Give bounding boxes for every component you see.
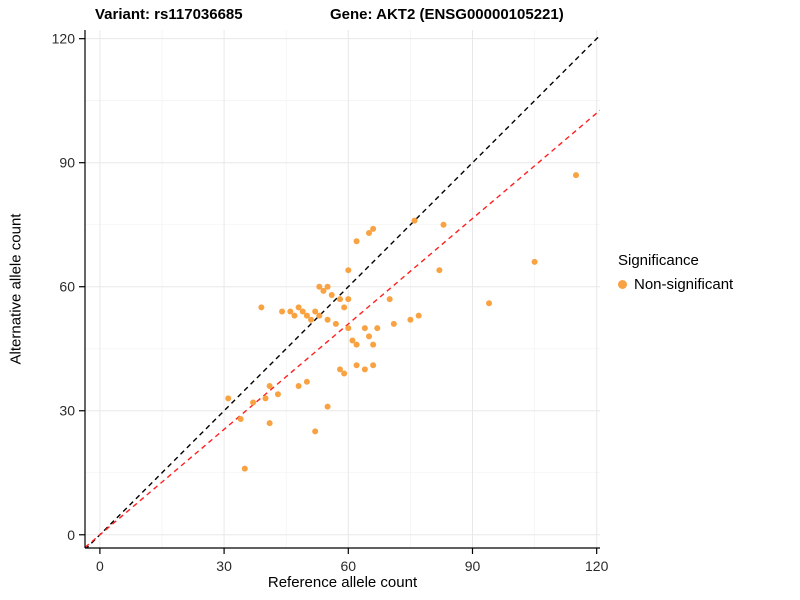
data-point — [266, 382, 273, 389]
data-point — [386, 296, 393, 303]
data-point — [531, 258, 538, 265]
data-point — [266, 420, 273, 427]
identity-line — [85, 34, 600, 548]
x-tick-label: 120 — [585, 558, 609, 574]
data-point — [291, 312, 298, 319]
data-point — [332, 320, 339, 327]
x-tick-label: 60 — [341, 558, 357, 574]
data-point — [411, 217, 418, 224]
data-point — [353, 362, 360, 369]
data-point — [407, 316, 414, 323]
plot-title-variant: Variant: rs117036685 — [95, 6, 243, 23]
data-point — [353, 238, 360, 245]
data-point — [341, 370, 348, 377]
data-point — [308, 316, 315, 323]
data-point — [279, 308, 286, 315]
data-point — [274, 391, 281, 398]
regression-line — [85, 109, 600, 548]
data-point — [299, 308, 306, 315]
data-point — [345, 296, 352, 303]
data-point — [250, 399, 257, 406]
data-point — [337, 296, 344, 303]
data-point — [349, 337, 356, 344]
data-point — [241, 465, 248, 472]
data-point — [353, 341, 360, 348]
data-point — [324, 316, 331, 323]
data-point — [365, 229, 372, 236]
data-point — [345, 325, 352, 332]
x-tick-label: 90 — [465, 558, 481, 574]
y-tick-label: 90 — [59, 155, 75, 171]
data-point — [486, 300, 493, 307]
x-tick-label: 30 — [216, 558, 232, 574]
legend-item-non-significant: Non-significant — [618, 276, 733, 293]
legend-title: Significance — [618, 252, 699, 269]
data-point — [324, 403, 331, 410]
data-point — [337, 366, 344, 373]
data-point — [415, 312, 422, 319]
data-point — [295, 382, 302, 389]
data-point — [370, 225, 377, 232]
data-point — [370, 362, 377, 369]
y-tick-label: 30 — [59, 403, 75, 419]
x-axis-label: Reference allele count — [267, 574, 418, 591]
data-point — [365, 333, 372, 340]
data-point — [258, 304, 265, 311]
plot-title-gene: Gene: AKT2 (ENSG00000105221) — [330, 6, 564, 23]
data-point — [361, 366, 368, 373]
y-tick-label: 60 — [59, 279, 75, 295]
data-point — [303, 312, 310, 319]
data-point — [345, 267, 352, 274]
data-point — [262, 395, 269, 402]
data-point — [572, 172, 579, 179]
data-point — [320, 287, 327, 294]
data-point — [436, 267, 443, 274]
legend: Significance Non-significant — [618, 252, 733, 293]
data-point — [295, 304, 302, 311]
data-point — [374, 325, 381, 332]
x-tick-label: 0 — [96, 558, 104, 574]
data-point — [316, 312, 323, 319]
data-point — [440, 221, 447, 228]
y-tick-label: 0 — [67, 527, 75, 543]
y-tick-label: 120 — [52, 31, 76, 47]
data-point — [324, 283, 331, 290]
data-point — [316, 283, 323, 290]
data-point — [312, 428, 319, 435]
data-point — [287, 308, 294, 315]
legend-item-label: Non-significant — [634, 276, 734, 293]
data-point — [390, 320, 397, 327]
data-point — [312, 308, 319, 315]
legend-dot-icon — [618, 280, 627, 289]
data-point — [237, 416, 244, 423]
data-point — [225, 395, 232, 402]
y-axis-label: Alternative allele count — [7, 213, 25, 365]
data-point — [370, 341, 377, 348]
data-point — [341, 304, 348, 311]
data-point — [361, 325, 368, 332]
data-point — [328, 291, 335, 298]
data-point — [303, 378, 310, 385]
